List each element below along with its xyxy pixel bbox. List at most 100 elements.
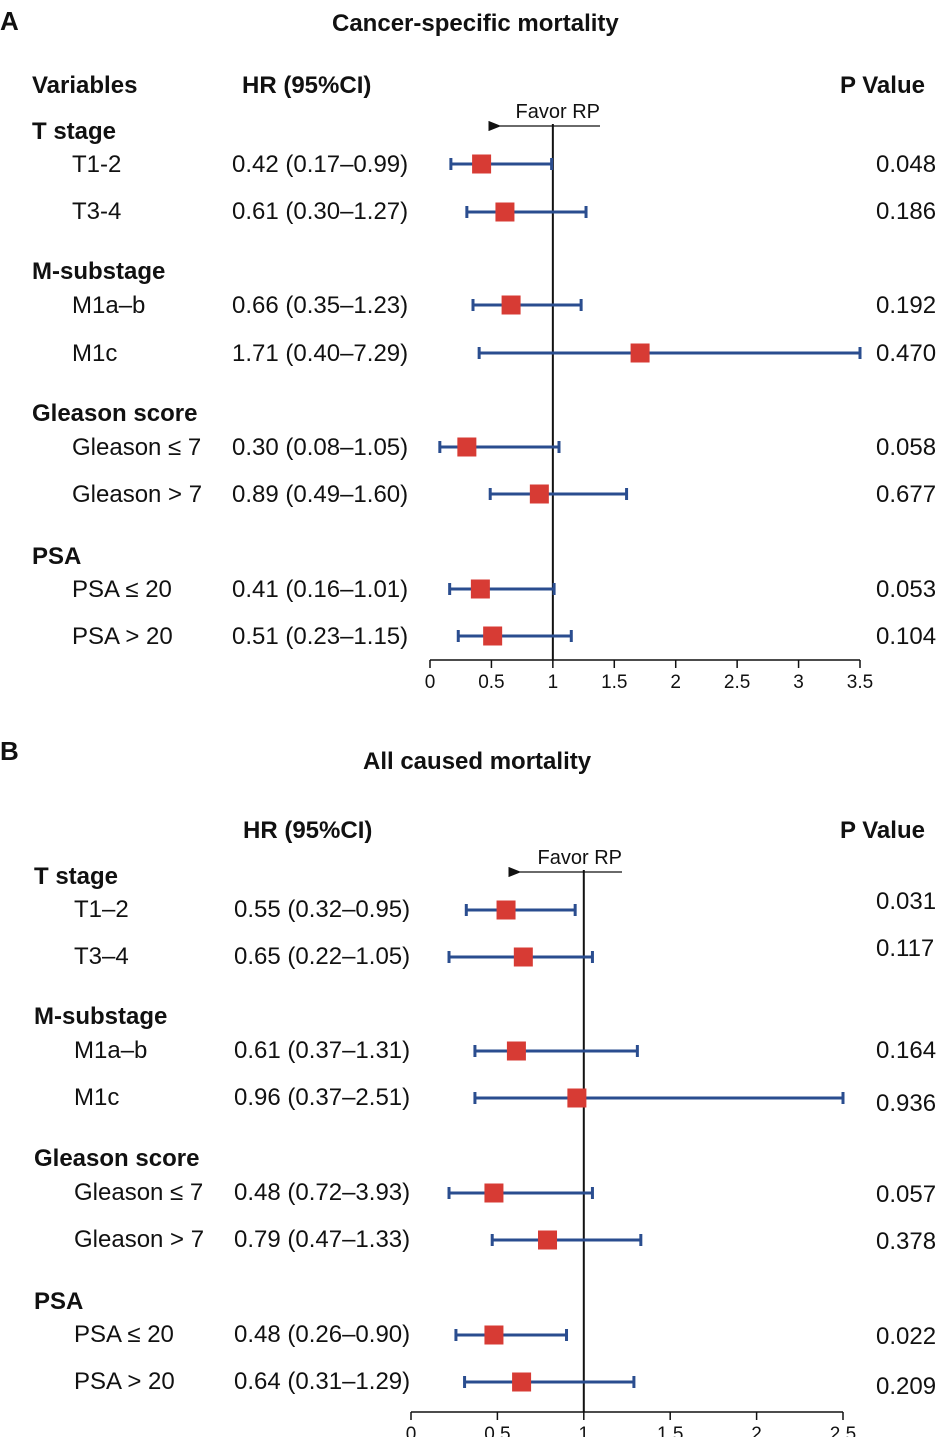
hr-point-marker xyxy=(506,1041,526,1061)
x-tick-label: 3 xyxy=(793,672,804,693)
x-tick-label: 0 xyxy=(406,1424,417,1437)
x-tick-label: 0.5 xyxy=(484,1424,510,1437)
chart-title: Cancer-specific mortality xyxy=(332,10,619,37)
hr-value: 0.64 (0.31–1.29) xyxy=(234,1368,411,1395)
hr-point-marker xyxy=(470,579,490,599)
x-tick-label: 1.5 xyxy=(601,672,627,693)
hr-point-marker xyxy=(483,626,503,646)
x-tick-label: 2 xyxy=(670,672,681,693)
hr-value: 0.65 (0.22–1.05) xyxy=(234,943,411,970)
panel-b: B All caused mortality HR (95%CI) P Valu… xyxy=(0,730,945,1437)
row-label: Gleason > 7 xyxy=(74,1226,205,1253)
row-label: PSA > 20 xyxy=(72,623,173,650)
p-value: 0.470 xyxy=(876,340,937,367)
hr-point-marker xyxy=(501,295,521,315)
hr-point-marker xyxy=(538,1230,558,1250)
panel-label: A xyxy=(0,6,19,36)
hr-point-marker xyxy=(630,343,650,363)
hr-value: 0.48 (0.26–0.90) xyxy=(234,1321,411,1348)
p-value: 0.936 xyxy=(876,1090,937,1117)
p-value: 0.104 xyxy=(876,623,937,650)
p-value: 0.117 xyxy=(876,935,935,962)
p-value: 0.378 xyxy=(876,1228,937,1255)
panel-a: A Cancer-specific mortality Variables HR… xyxy=(0,0,945,710)
hr-point-marker xyxy=(529,484,549,504)
p-value: 0.209 xyxy=(876,1373,937,1400)
hr-value: 0.41 (0.16–1.01) xyxy=(232,576,409,603)
hr-value: 0.30 (0.08–1.05) xyxy=(232,434,409,461)
hr-value: 0.66 (0.35–1.23) xyxy=(232,292,409,319)
x-tick-label: 1.5 xyxy=(657,1424,683,1437)
x-tick-label: 0.5 xyxy=(478,672,504,693)
group-label: PSA xyxy=(34,1288,84,1315)
p-value: 0.164 xyxy=(876,1037,937,1064)
group-label: Gleason score xyxy=(34,1145,200,1172)
p-value: 0.192 xyxy=(876,292,937,319)
group-label: M-substage xyxy=(32,258,166,285)
hr-value: 0.89 (0.49–1.60) xyxy=(232,481,409,508)
row-label: Gleason > 7 xyxy=(72,481,203,508)
x-tick-label: 3.5 xyxy=(847,672,873,693)
hr-value: 0.61 (0.37–1.31) xyxy=(234,1037,411,1064)
row-label: PSA ≤ 20 xyxy=(72,576,172,603)
group-label: T stage xyxy=(34,863,119,890)
group-label: Gleason score xyxy=(32,400,198,427)
row-label: Gleason ≤ 7 xyxy=(74,1179,204,1206)
hr-point-marker xyxy=(495,202,515,222)
group-label: PSA xyxy=(32,543,82,570)
p-value: 0.186 xyxy=(876,198,937,225)
p-value: 0.053 xyxy=(876,576,937,603)
column-header-hr: HR (95%CI) xyxy=(243,817,373,844)
hr-point-marker xyxy=(567,1088,587,1108)
hr-value: 1.71 (0.40–7.29) xyxy=(232,340,409,367)
row-label: M1a–b xyxy=(72,292,146,319)
hr-value: 0.55 (0.32–0.95) xyxy=(234,896,411,923)
hr-point-marker xyxy=(472,154,492,174)
hr-value: 0.42 (0.17–0.99) xyxy=(232,151,409,178)
column-header-p-value: P Value xyxy=(840,72,925,99)
row-label: M1a–b xyxy=(74,1037,148,1064)
hr-value: 0.61 (0.30–1.27) xyxy=(232,198,409,225)
column-header-p-value: P Value xyxy=(840,817,925,844)
p-value: 0.048 xyxy=(876,151,937,178)
p-value: 0.058 xyxy=(876,434,937,461)
row-label: M1c xyxy=(72,340,118,367)
hr-point-marker xyxy=(457,437,477,457)
favor-label: Favor RP xyxy=(516,101,600,123)
hr-value: 0.51 (0.23–1.15) xyxy=(232,623,409,650)
hr-point-marker xyxy=(496,900,516,920)
hr-value: 0.48 (0.72–3.93) xyxy=(234,1179,411,1206)
row-label: T1-2 xyxy=(72,151,122,178)
group-label: T stage xyxy=(32,118,117,145)
row-label: PSA ≤ 20 xyxy=(74,1321,174,1348)
row-label: M1c xyxy=(74,1084,120,1111)
hr-point-marker xyxy=(512,1372,532,1392)
x-tick-label: 2.5 xyxy=(724,672,750,693)
favor-label: Favor RP xyxy=(538,847,622,869)
row-label: PSA > 20 xyxy=(74,1368,175,1395)
x-tick-label: 2 xyxy=(751,1424,762,1437)
hr-value: 0.79 (0.47–1.33) xyxy=(234,1226,411,1253)
x-tick-label: 1 xyxy=(579,1424,590,1437)
p-value: 0.022 xyxy=(876,1323,937,1350)
chart-title: All caused mortality xyxy=(363,748,592,775)
x-tick-label: 2.5 xyxy=(830,1424,856,1437)
hr-point-marker xyxy=(484,1183,504,1203)
x-tick-label: 1 xyxy=(548,672,559,693)
column-header-variables: Variables xyxy=(32,72,138,99)
row-label: Gleason ≤ 7 xyxy=(72,434,202,461)
forest-plot-b: Favor RP 0 0.5 1 1.5 2 2.5 xyxy=(406,847,857,1437)
row-label: T3-4 xyxy=(72,198,122,225)
group-label: M-substage xyxy=(34,1003,168,1030)
row-label: T1–2 xyxy=(74,896,129,923)
row-label: T3–4 xyxy=(74,943,129,970)
column-header-hr: HR (95%CI) xyxy=(242,72,372,99)
panel-label: B xyxy=(0,736,19,766)
p-value: 0.031 xyxy=(876,888,937,915)
forest-plot-a: Favor RP 0 0.5 1 1.5 2 2.5 3 3.5 xyxy=(425,101,874,693)
x-tick-label: 0 xyxy=(425,672,436,693)
p-value: 0.057 xyxy=(876,1181,937,1208)
hr-value: 0.96 (0.37–2.51) xyxy=(234,1084,411,1111)
hr-point-marker xyxy=(513,947,533,967)
p-value: 0.677 xyxy=(876,481,937,508)
